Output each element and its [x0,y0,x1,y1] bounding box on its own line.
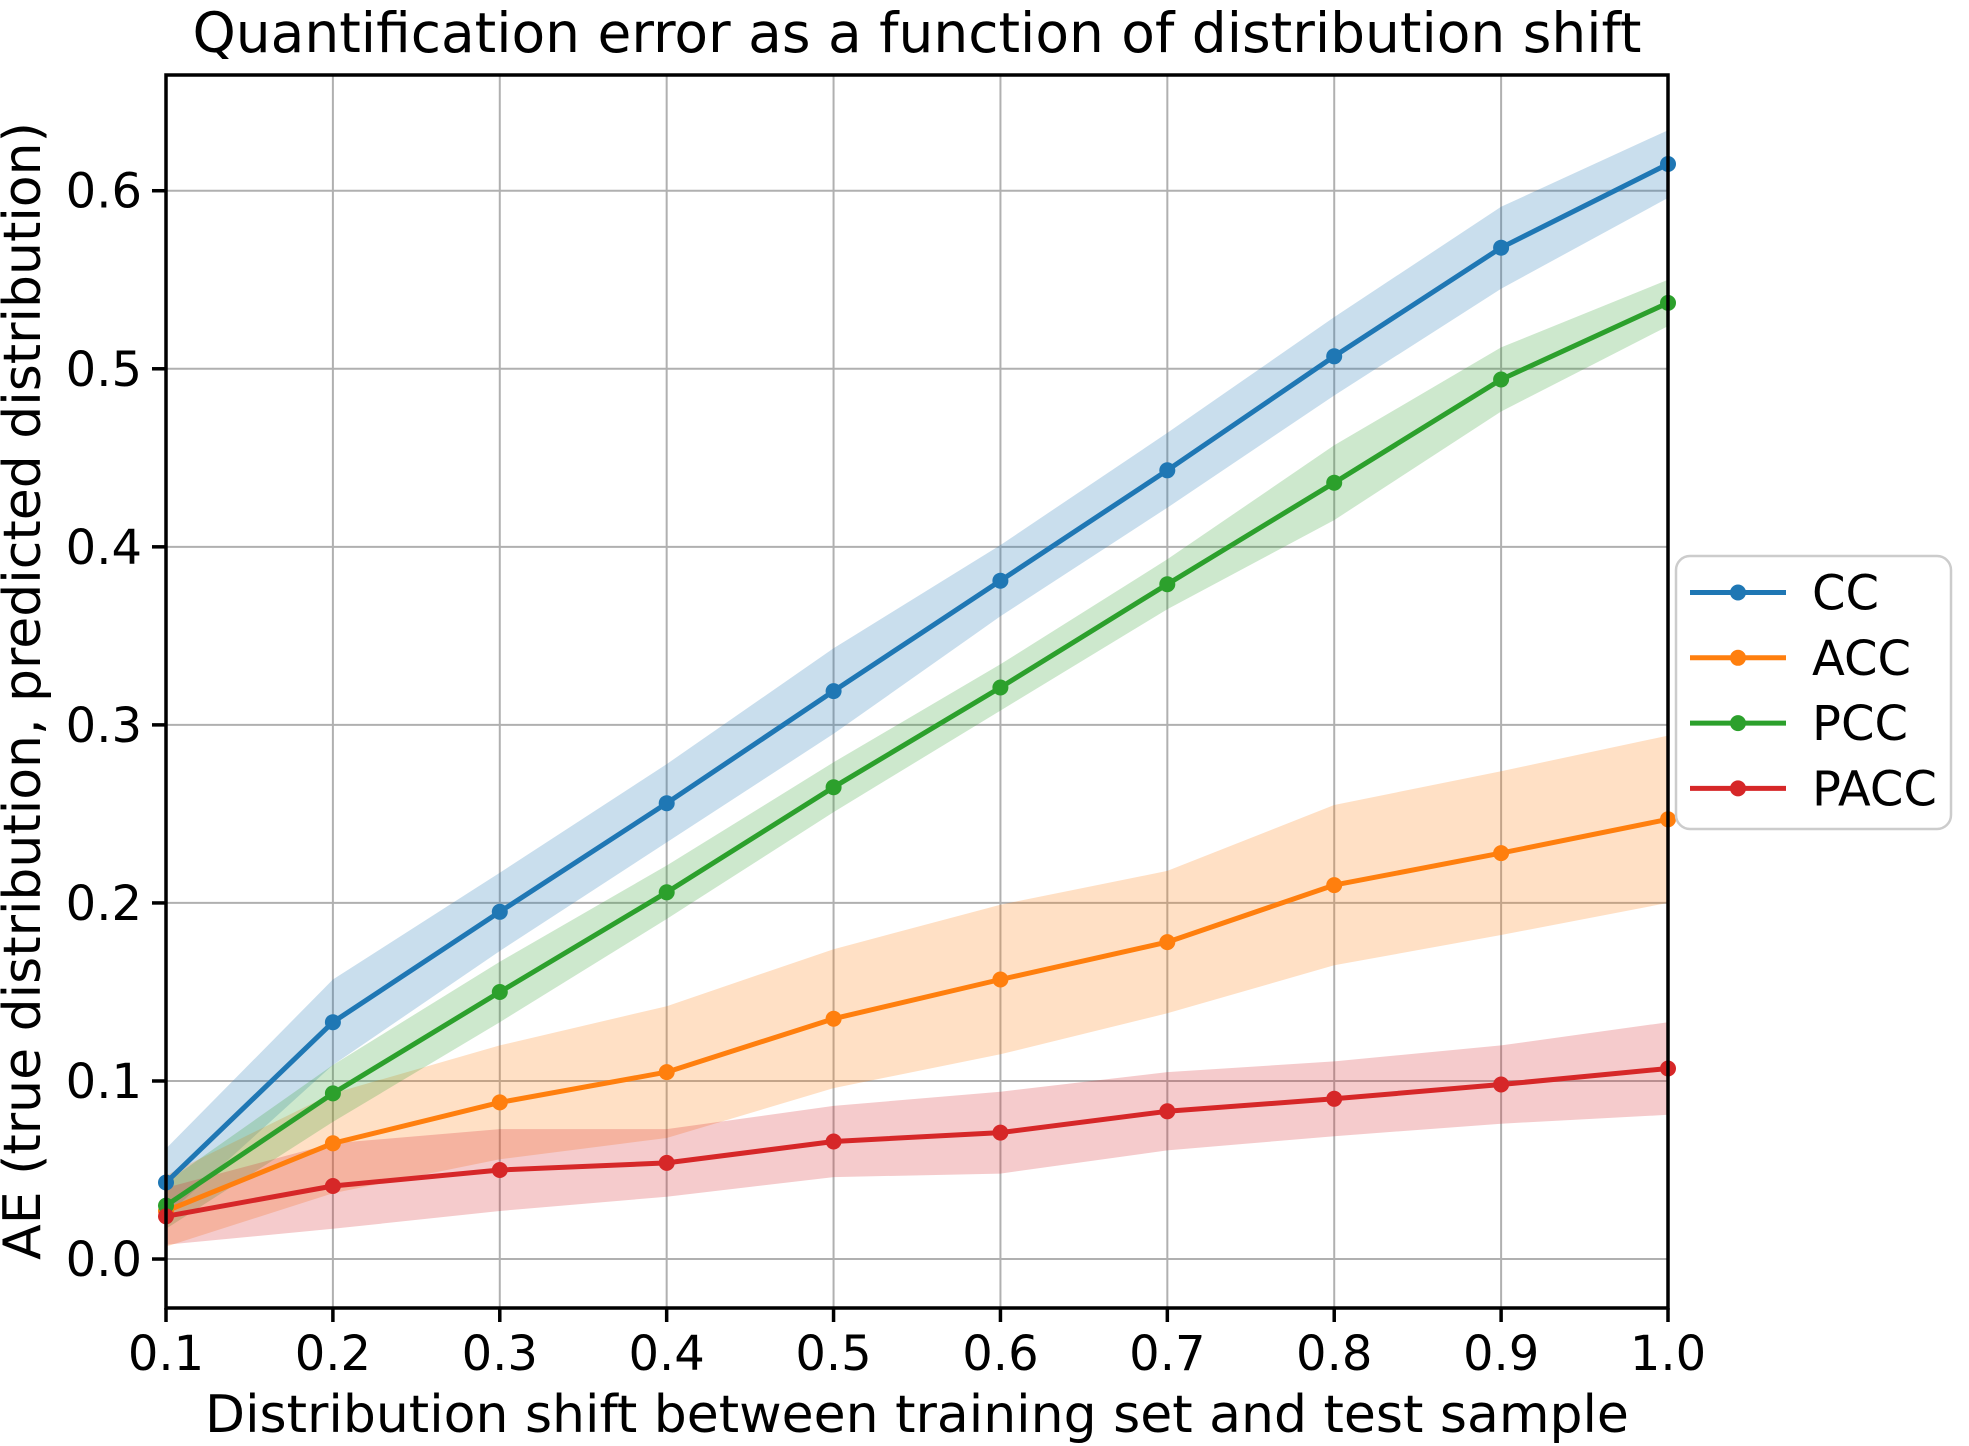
line-pcc [164,300,1670,1208]
x-tick-label: 0.5 [795,1326,871,1382]
marker-pcc [1493,371,1510,388]
marker-pcc [491,984,508,1000]
marker-acc [825,1010,842,1027]
y-tick-label: 0.3 [66,698,142,754]
legend-marker [1730,649,1746,666]
y-tick-label: 0.6 [66,164,142,220]
chart-title: Quantification error as a function of di… [193,1,1642,65]
legend-entry-acc: ACC [1690,631,1911,687]
series-line-layer [158,156,1676,1225]
legend-entry-pacc: PACC [1690,761,1937,817]
y-tick-label: 0.4 [66,520,142,576]
y-tick-label: 0.1 [66,1054,142,1110]
x-tick-label: 0.9 [1463,1326,1539,1382]
legend-label: PCC [1812,696,1908,752]
legend-marker [1730,715,1746,732]
y-tick-label: 0.0 [66,1232,142,1288]
y-tick-label: 0.2 [66,876,142,932]
marker-pacc [992,1124,1009,1141]
marker-cc [992,572,1009,589]
marker-pcc [1326,474,1343,491]
marker-acc [1326,877,1343,894]
legend-label: PACC [1812,761,1937,817]
marker-cc [658,795,675,812]
marker-acc [992,971,1009,988]
x-axis-label: Distribution shift between training set … [205,1385,1629,1445]
marker-acc [1159,934,1176,951]
x-tick-label: 0.8 [1296,1326,1372,1382]
legend-marker [1730,584,1746,601]
marker-cc [825,683,842,700]
x-tick-label: 0.3 [462,1326,538,1382]
plot-border [164,73,1670,1310]
marker-pcc [992,679,1009,696]
y-tick-label: 0.5 [66,342,142,398]
x-tick-label: 1.0 [1630,1326,1706,1382]
legend-label: ACC [1812,631,1911,687]
marker-pacc [324,1178,341,1194]
line-cc [164,161,1670,1185]
marker-pcc [825,779,842,796]
line-pacc [165,1066,1669,1219]
legend-marker [1730,780,1746,797]
marker-pacc [658,1154,675,1171]
marker-cc [1326,348,1343,365]
marker-pcc [324,1085,341,1102]
legend-label: CC [1812,566,1879,622]
marker-cc [1493,239,1510,256]
legend: CC ACC PCC PACC [1674,554,1953,831]
marker-pacc [1159,1103,1176,1120]
legend-box [1674,554,1953,831]
marker-pacc [1326,1090,1343,1107]
marker-pcc [658,884,675,901]
marker-acc [324,1135,341,1152]
legend-entry-cc: CC [1690,566,1879,622]
band-pcc [166,279,1668,1229]
marker-cc [324,1014,341,1031]
marker-cc [1159,462,1176,479]
legend-entry-pcc: PCC [1690,696,1908,752]
x-tick-label: 0.7 [1129,1326,1205,1382]
marker-pacc [491,1162,508,1178]
band-cc [166,130,1668,1217]
marker-pcc [1159,576,1176,593]
x-tick-label: 0.1 [128,1326,204,1382]
band-pacc [166,1022,1668,1245]
band-acc [166,735,1668,1247]
x-tick-label: 0.2 [295,1326,371,1382]
marker-cc [491,903,508,920]
marker-acc [491,1094,508,1111]
x-tick-label: 0.4 [628,1326,704,1382]
marker-pacc [1493,1076,1510,1093]
y-axis-label: AE (true distribution, predicted distrib… [0,122,53,1260]
marker-pacc [825,1133,842,1150]
confidence-band-layer [166,130,1668,1247]
line-acc [165,816,1669,1214]
axis-layer: 0.1 0.2 0.3 0.4 0.5 0.6 0.7 0.8 0.9 1.0 0.0 0.1 0.2 0… [66,73,1706,1382]
marker-acc [658,1064,675,1081]
marker-acc [1493,845,1510,862]
x-tick-label: 0.6 [962,1326,1038,1382]
